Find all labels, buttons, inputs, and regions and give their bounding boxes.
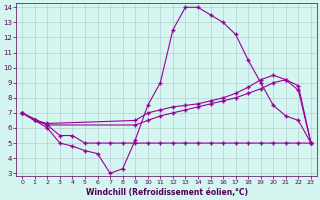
X-axis label: Windchill (Refroidissement éolien,°C): Windchill (Refroidissement éolien,°C) bbox=[85, 188, 248, 197]
